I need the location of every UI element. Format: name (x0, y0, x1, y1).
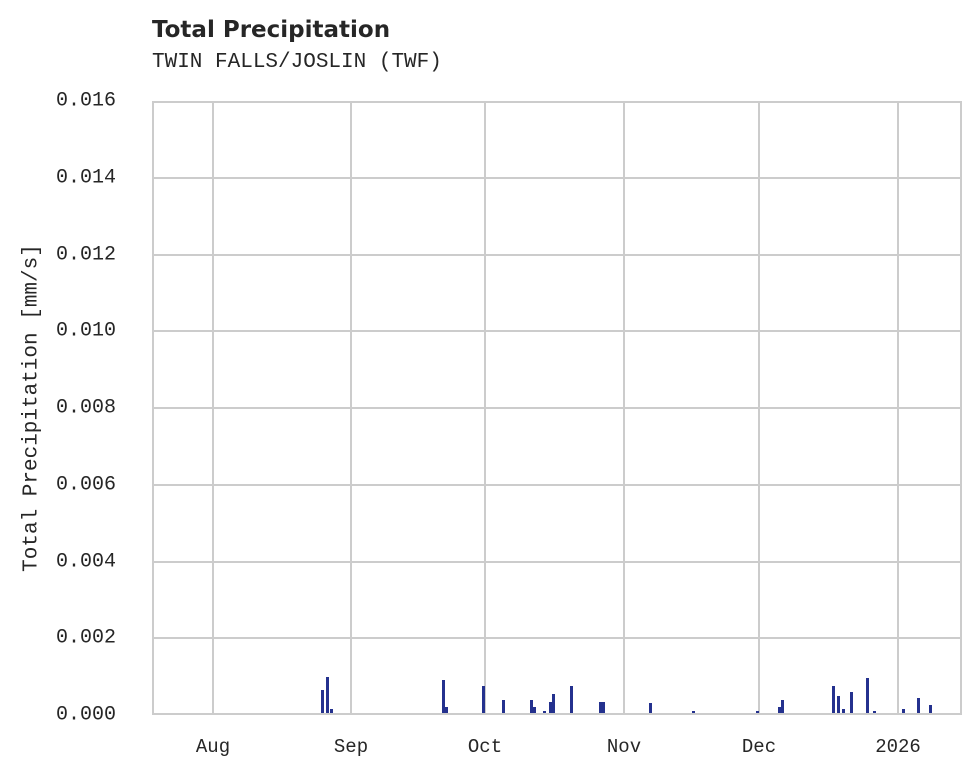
x-tick-label: Sep (333, 736, 369, 758)
x-tick-label: Nov (606, 736, 642, 758)
y-tick-label: 0.012 (56, 243, 117, 266)
precip-bar (866, 678, 869, 713)
y-tick-label: 0.008 (56, 396, 117, 420)
precip-bar (778, 707, 781, 713)
precip-bar (482, 686, 485, 713)
precip-bar (599, 701, 602, 713)
precip-bar (543, 711, 546, 713)
chart-title: Total Precipitation (152, 17, 391, 43)
v-gridline (897, 103, 899, 713)
h-gridline (154, 407, 960, 409)
precip-bar (445, 707, 448, 713)
precip-bar (837, 695, 840, 713)
y-tick-label: 0.000 (56, 703, 117, 727)
y-tick-label: 0.010 (56, 319, 117, 343)
y-tick-label: 0.004 (56, 550, 117, 573)
h-gridline (154, 176, 960, 179)
y-tick-label: 0.002 (56, 626, 117, 650)
precip-bar (929, 705, 932, 713)
y-tick-label: 0.006 (56, 473, 117, 497)
precip-bar (781, 699, 784, 713)
precip-bar (649, 703, 652, 713)
precip-bar (602, 701, 605, 713)
precip-bar (442, 680, 445, 713)
v-gridline (758, 103, 760, 713)
precip-bar (873, 711, 876, 713)
chart-subtitle: TWIN FALLS/JOSLIN (TWF) (152, 51, 442, 74)
v-gridline (484, 103, 486, 713)
precip-bar (330, 709, 333, 713)
h-gridline (154, 253, 960, 256)
precip-bar (850, 691, 853, 713)
v-gridline (350, 103, 352, 713)
h-gridline (154, 560, 960, 563)
precip-bar (570, 686, 573, 713)
precip-bar (326, 676, 329, 713)
h-gridline (154, 637, 960, 640)
x-tick-label: Aug (195, 736, 231, 758)
precip-bar (502, 699, 505, 713)
y-tick-label: 0.016 (56, 89, 117, 113)
precip-bar (902, 709, 905, 713)
v-gridline (212, 103, 214, 713)
precip-bar (530, 699, 533, 713)
v-gridline (623, 103, 625, 713)
precip-bar (321, 689, 324, 713)
x-tick-label: Oct (467, 736, 503, 758)
x-tick-label: Dec (741, 736, 777, 758)
x-tick-label: 2026 (875, 736, 921, 758)
precip-bar (533, 707, 536, 713)
precip-bar (917, 697, 920, 713)
precip-bar (756, 711, 759, 713)
precip-bar (832, 686, 835, 713)
precip-bar (842, 709, 845, 713)
y-axis-label: Total Precipitation [mm/s] (20, 244, 44, 572)
h-gridline (154, 330, 960, 333)
precip-bar (552, 693, 555, 713)
h-gridline (154, 483, 960, 486)
precip-bar (549, 701, 552, 713)
y-tick-label: 0.014 (56, 166, 117, 190)
plot-area (152, 101, 962, 715)
precip-bar (692, 711, 695, 713)
